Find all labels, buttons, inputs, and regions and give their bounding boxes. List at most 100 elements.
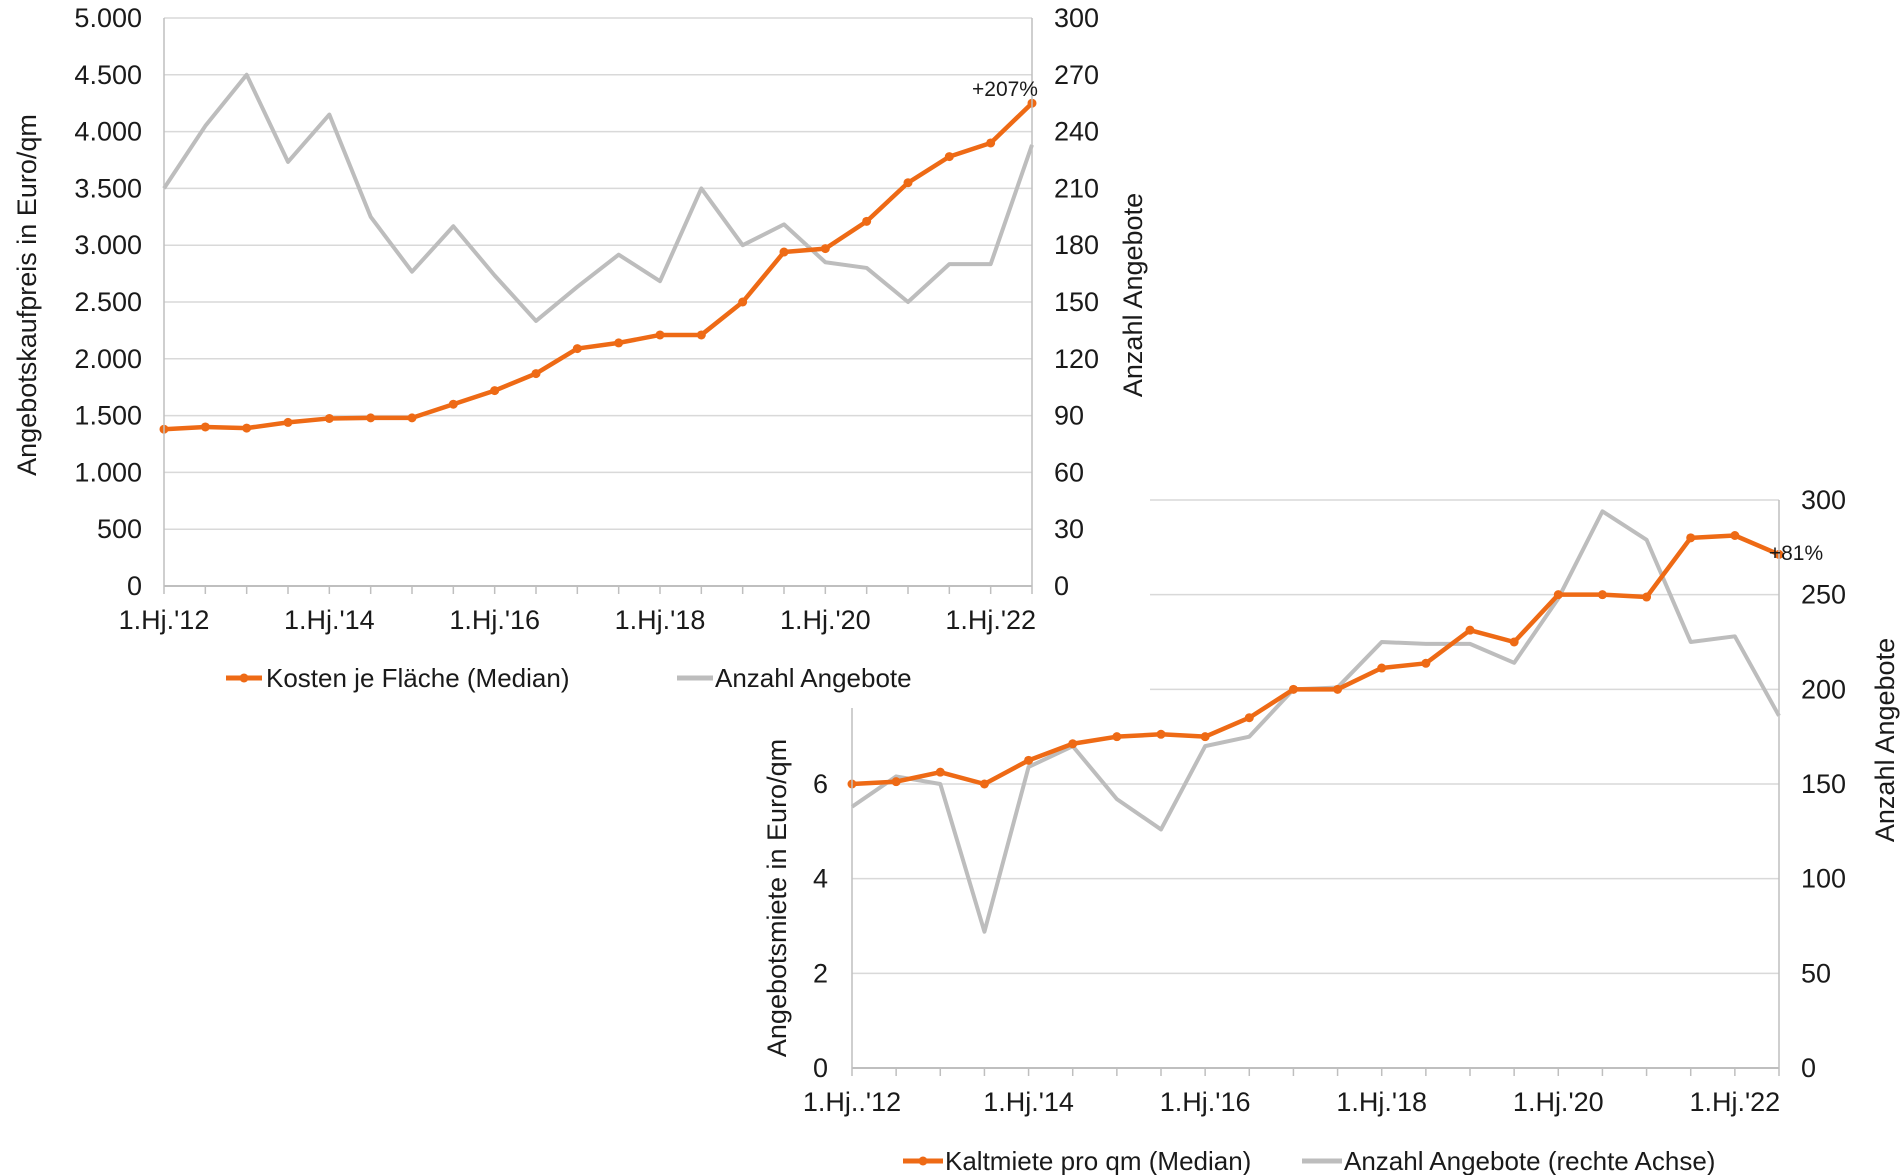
price-chart-y-tick-label: 500 <box>97 514 142 544</box>
rent-chart-rent-point <box>1288 684 1298 694</box>
rent-chart-rent-point <box>1597 590 1607 600</box>
rent-chart-rent-point <box>1421 658 1431 668</box>
price-chart-y2-tick-label: 240 <box>1054 117 1099 147</box>
price-chart-axes <box>163 18 1033 594</box>
price-chart-y-tick-label: 4.000 <box>74 117 142 147</box>
price-chart-legend: Kosten je Fläche (Median) Anzahl Angebot… <box>226 663 912 693</box>
price-chart-y2-tick-label: 120 <box>1054 344 1099 374</box>
price-chart-price-point <box>572 344 582 354</box>
price-chart-price-point <box>655 330 665 340</box>
rent-chart-x-tick-label: 1.Hj.'14 <box>983 1087 1074 1117</box>
price-chart-price-point <box>903 178 913 188</box>
price-chart-y2-tick-label: 180 <box>1054 230 1099 260</box>
rent-chart-y2-tick-label: 150 <box>1801 769 1846 799</box>
price-chart-price-series <box>159 98 1037 434</box>
price-chart-price-point <box>820 244 830 254</box>
price-chart-price-point <box>986 138 996 148</box>
price-chart-price-point <box>531 369 541 379</box>
rent-chart-gridlines <box>852 499 1779 1069</box>
rent-chart-rent-point <box>1024 755 1034 765</box>
rent-chart-rent-point <box>1156 729 1166 739</box>
rent-chart-rent-point <box>1642 592 1652 602</box>
rent-chart-right-axis-title: Anzahl Angebote <box>1870 638 1900 842</box>
price-chart-y-tick-label: 5.000 <box>74 3 142 33</box>
legend-price-marker <box>239 673 249 683</box>
rent-chart-x-tick-label: 1.Hj..'12 <box>803 1087 901 1117</box>
rent-chart-y2-tick-label: 50 <box>1801 958 1831 988</box>
rent-chart-x-tick-label: 1.Hj.'16 <box>1160 1087 1251 1117</box>
rent-chart-y2-tick-label: 250 <box>1801 580 1846 610</box>
rent-chart-rent-point <box>1465 625 1475 635</box>
price-chart-y-tick-label: 4.500 <box>74 60 142 90</box>
price-chart-price-point <box>779 247 789 257</box>
price-chart-x-tick-label: 1.Hj.'16 <box>449 605 540 635</box>
price-chart-price-point <box>407 413 417 423</box>
legend-price-label: Kosten je Fläche (Median) <box>266 663 569 693</box>
rent-chart-x-tick-label: 1.Hj.'18 <box>1336 1087 1427 1117</box>
rent-chart-rent-point <box>1686 533 1696 543</box>
rent-chart-rent-point <box>1377 663 1387 673</box>
price-chart-price-point <box>242 423 252 433</box>
price-chart-price-point <box>324 413 334 423</box>
price-chart-left-axis-title: Angebotskaufpreis in Euro/qm <box>12 114 42 476</box>
price-chart-price-point <box>696 330 706 340</box>
price-chart-y2-tick-label: 0 <box>1054 571 1069 601</box>
legend-rent-count-series: Anzahl Angebote (rechte Achse) <box>1302 1146 1715 1175</box>
rent-chart-y2-tick-label: 100 <box>1801 864 1846 894</box>
price-chart-price-point <box>366 413 376 423</box>
rent-chart-count-line <box>850 509 1781 934</box>
rent-chart-rent-point <box>979 779 989 789</box>
legend-rent-marker <box>918 1156 928 1166</box>
rent-chart-x-tick-label: 1.Hj.'20 <box>1513 1087 1604 1117</box>
price-chart-price-point <box>200 422 210 432</box>
price-chart-x-tick-label: 1.Hj.'18 <box>615 605 706 635</box>
price-chart-y2-tick-label: 30 <box>1054 514 1084 544</box>
price-chart-y-tick-label: 1.500 <box>74 401 142 431</box>
rent-chart-y-tick-label: 6 <box>813 769 828 799</box>
legend-rent-label: Kaltmiete pro qm (Median) <box>945 1146 1251 1175</box>
price-chart-y-tick-label: 3.000 <box>74 230 142 260</box>
rent-chart-y2-tick-label: 0 <box>1801 1053 1816 1083</box>
price-chart-price-point <box>614 338 624 348</box>
legend-price-series: Kosten je Fläche (Median) <box>226 663 569 693</box>
rent-chart-rent-point <box>935 767 945 777</box>
price-chart-x-tick-label: 1.Hj.'14 <box>284 605 375 635</box>
price-chart-right-axis-title: Anzahl Angebote <box>1118 193 1148 397</box>
rent-chart-rent-line <box>851 533 1780 787</box>
legend-count-series: Anzahl Angebote <box>677 663 912 693</box>
rent-chart-rent-series <box>847 531 1784 789</box>
rent-chart-x-tick-label: 1.Hj.'22 <box>1690 1087 1781 1117</box>
rent-chart-legend: Kaltmiete pro qm (Median) Anzahl Angebot… <box>903 1146 1715 1175</box>
legend-rent-count-label: Anzahl Angebote (rechte Achse) <box>1344 1146 1715 1175</box>
price-chart-gridlines <box>164 17 1032 587</box>
rent-chart-left-axis-title: Angebotsmiete in Euro/qm <box>762 739 792 1057</box>
rent-chart-y-tick-label: 4 <box>813 864 828 894</box>
price-chart-price-point <box>944 152 954 162</box>
rent-chart-rent-point <box>1333 684 1343 694</box>
rent-chart-y-tick-label: 0 <box>813 1053 828 1083</box>
rent-chart-rent-point <box>1112 732 1122 742</box>
price-chart-y-tick-label: 0 <box>127 571 142 601</box>
price-chart-x-tick-label: 1.Hj.'20 <box>780 605 871 635</box>
price-chart-y-tick-label: 2.500 <box>74 287 142 317</box>
price-chart-count-line <box>162 72 1034 323</box>
price-chart-price-point <box>862 216 872 226</box>
price-chart-y2-tick-label: 270 <box>1054 60 1099 90</box>
price-chart-x-tick-label: 1.Hj.'12 <box>119 605 210 635</box>
rent-chart-rent-point <box>1730 531 1740 540</box>
legend-rent-series: Kaltmiete pro qm (Median) <box>903 1146 1251 1175</box>
rent-chart-rent-point <box>1244 713 1254 723</box>
price-chart-price-line <box>163 101 1034 432</box>
rent-chart-y2-tick-label: 200 <box>1801 674 1846 704</box>
price-chart-change-annotation: +207% <box>972 78 1038 101</box>
rent-chart-rent-point <box>1553 590 1563 600</box>
rent-chart-y2-tick-label: 300 <box>1801 485 1846 515</box>
rent-chart-count-series <box>850 509 1781 934</box>
rent-chart-rent-point <box>1509 637 1519 647</box>
price-chart-y-tick-label: 3.500 <box>74 173 142 203</box>
price-chart-y2-tick-label: 60 <box>1054 457 1084 487</box>
price-chart-count-series <box>162 72 1034 323</box>
